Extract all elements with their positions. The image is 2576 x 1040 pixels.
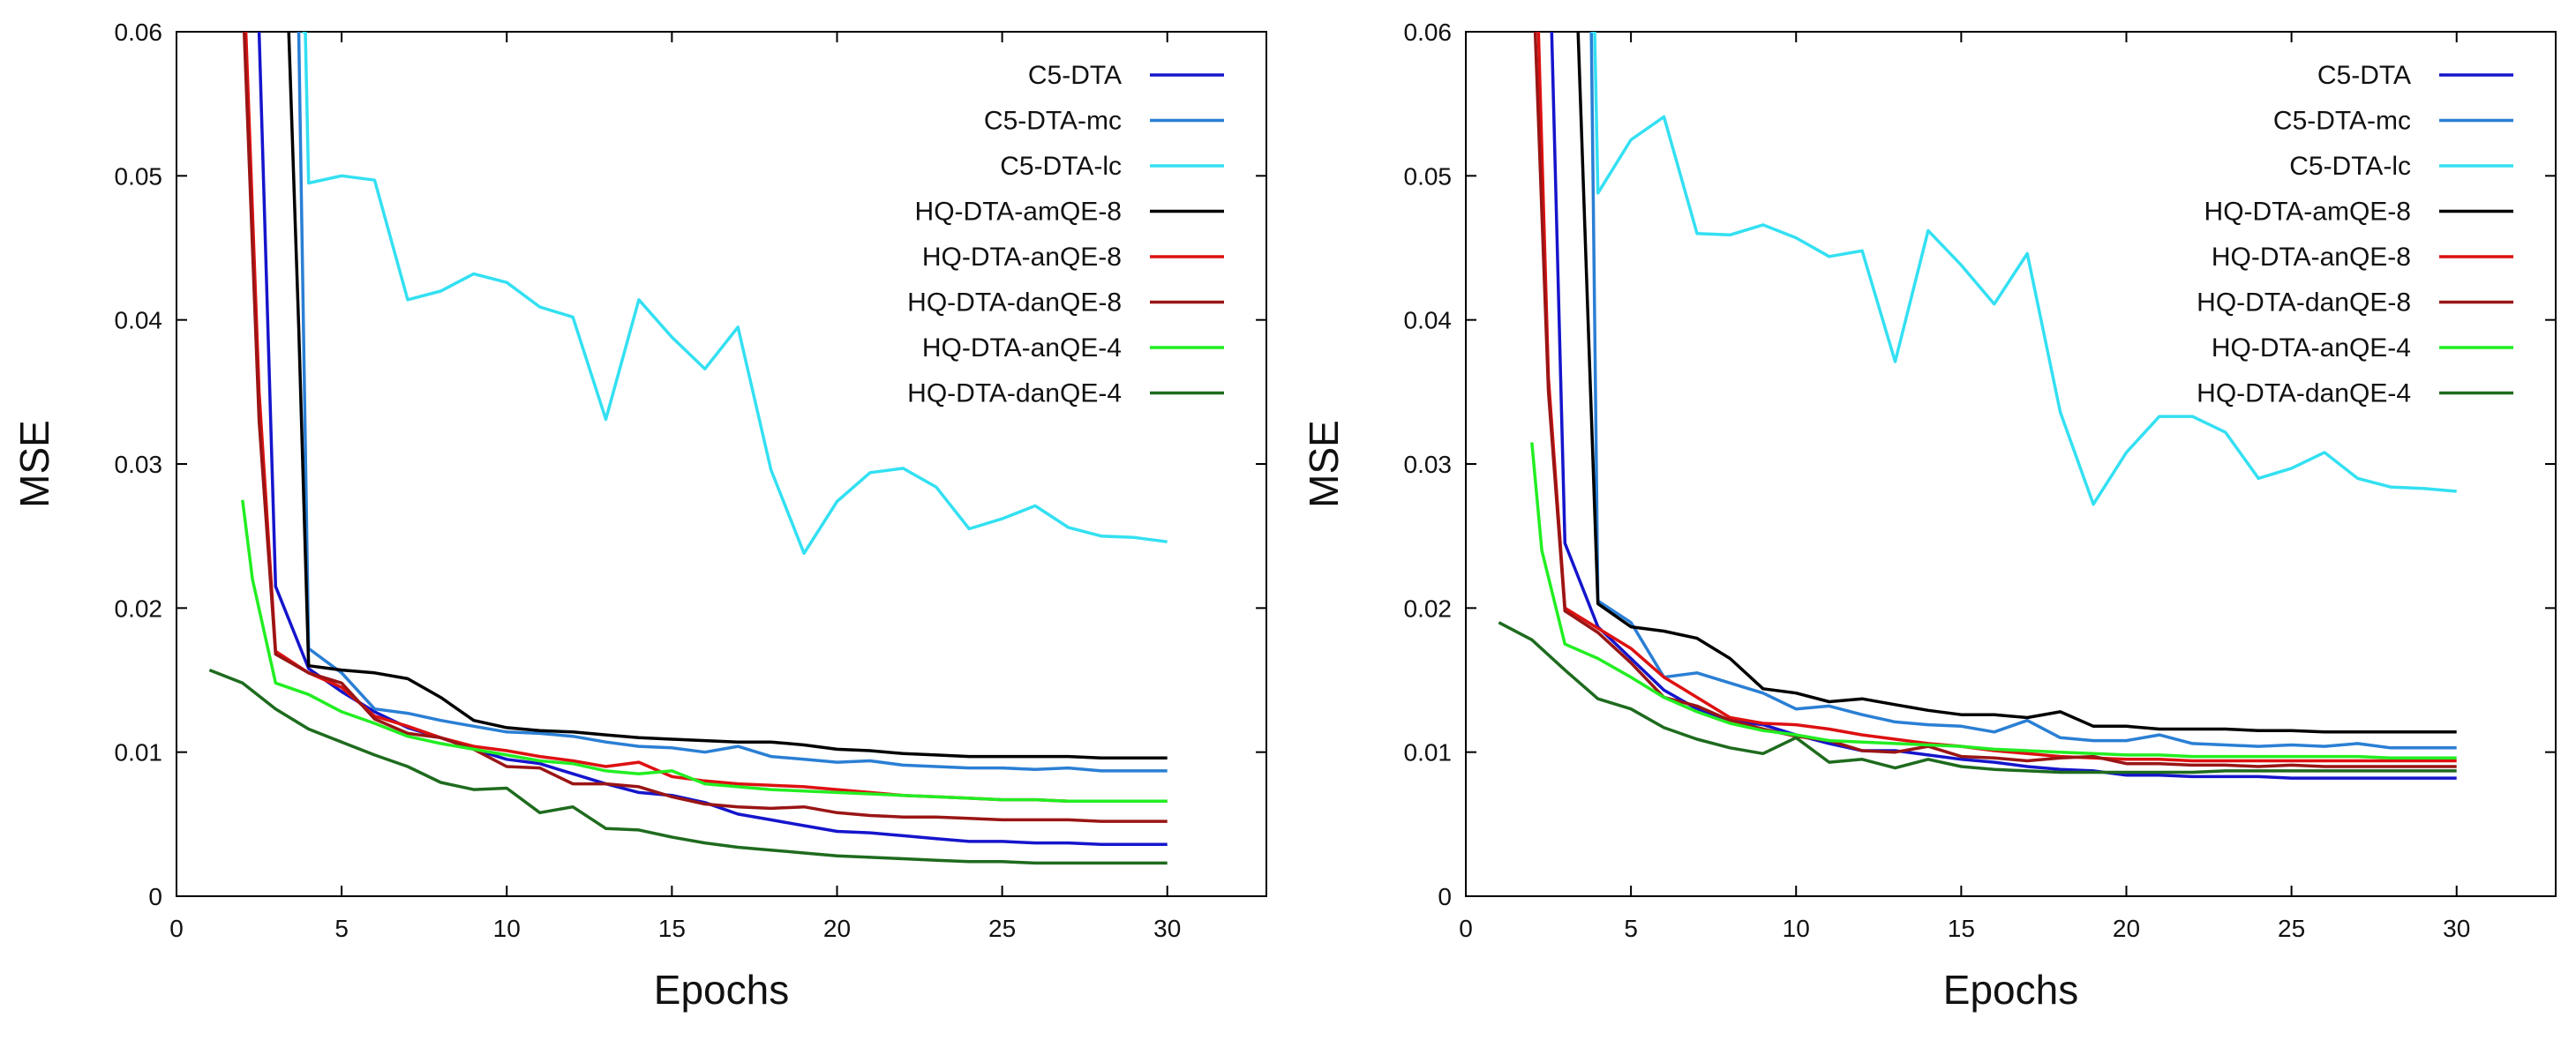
y-tick-label: 0.05 <box>1404 162 1453 190</box>
chart-panel-2: 0 5 10 15 20 25 30 0 0.01 0.02 0.03 0.04 0.05 0.06 Epo… <box>1301 19 2557 1013</box>
y-tick-label: 0.03 <box>1404 451 1453 478</box>
x-axis-title: Epochs <box>654 967 789 1013</box>
x-tick-label: 0 <box>1459 915 1473 942</box>
x-tick-label: 25 <box>2278 915 2305 942</box>
legend-label: C5-DTA <box>2317 61 2411 90</box>
series-line-HQ-DTA-amQE-8 <box>287 32 1168 759</box>
legend: C5-DTA C5-DTA-mc C5-DTA-lc HQ-DTA-amQE-8 HQ-… <box>907 61 1224 408</box>
series-group <box>1498 32 2457 780</box>
legend-label: HQ-DTA-amQE-8 <box>915 198 1122 227</box>
chart-panel-1: 0 5 10 15 20 25 30 0 0.01 0.02 0.03 0.04 0.05 0.06 Epo… <box>11 19 1267 1013</box>
x-tick-label: 25 <box>988 915 1016 942</box>
y-tick-label: 0 <box>148 883 162 910</box>
x-tick-label: 5 <box>334 915 349 942</box>
y-axis-title: MSE <box>11 420 57 508</box>
x-tick-label: 10 <box>493 915 521 942</box>
y-tick-label: 0.04 <box>115 307 163 334</box>
x-tick-label: 5 <box>1624 915 1638 942</box>
series-line-HQ-DTA-anQE-4 <box>1530 442 2457 759</box>
legend-label: HQ-DTA-anQE-8 <box>922 243 1122 272</box>
series-line-HQ-DTA-anQE-4 <box>241 499 1168 803</box>
x-tick-label: 20 <box>2113 915 2140 942</box>
x-tick-label: 20 <box>823 915 851 942</box>
legend-label: C5-DTA <box>1028 61 1122 90</box>
series-line-HQ-DTA-danQE-4 <box>208 668 1168 865</box>
legend-label: HQ-DTA-danQE-8 <box>907 288 1122 318</box>
x-tick-label: 30 <box>2443 915 2470 942</box>
y-tick-label: 0.01 <box>115 739 163 767</box>
series-line-C5-DTA-lc <box>1591 32 2457 506</box>
legend-label: HQ-DTA-anQE-4 <box>922 333 1122 363</box>
x-tick-label: 15 <box>658 915 686 942</box>
series-line-HQ-DTA-anQE-8 <box>244 32 1168 803</box>
series-line-C5-DTA-lc <box>302 32 1168 556</box>
legend-label: C5-DTA-mc <box>984 107 1122 136</box>
y-tick-label: 0.03 <box>115 451 163 478</box>
series-line-HQ-DTA-danQE-8 <box>1533 32 2457 768</box>
series-line-C5-DTA-mc <box>297 32 1168 773</box>
legend-label: C5-DTA-lc <box>1000 152 1122 181</box>
y-tick-label: 0.04 <box>1404 307 1453 334</box>
x-tick-label: 15 <box>1948 915 1975 942</box>
legend-label: HQ-DTA-amQE-8 <box>2204 198 2411 227</box>
legend-label: HQ-DTA-anQE-4 <box>2212 333 2411 363</box>
y-tick-label: 0.05 <box>115 162 163 190</box>
legend-label: C5-DTA-lc <box>2289 152 2411 181</box>
y-tick-label: 0.06 <box>1404 19 1453 46</box>
legend-label: HQ-DTA-danQE-4 <box>907 379 1122 408</box>
x-tick-label: 10 <box>1783 915 1810 942</box>
legend-label: HQ-DTA-danQE-4 <box>2197 379 2411 408</box>
series-group <box>208 32 1168 865</box>
y-tick-label: 0.01 <box>1404 739 1453 767</box>
legend-label: C5-DTA-mc <box>2273 107 2411 136</box>
legend-label: HQ-DTA-anQE-8 <box>2212 243 2411 272</box>
x-tick-label: 0 <box>169 915 184 942</box>
series-line-HQ-DTA-amQE-8 <box>1576 32 2457 734</box>
series-line-HQ-DTA-danQE-8 <box>242 32 1168 823</box>
y-axis-title: MSE <box>1301 420 1347 508</box>
series-line-HQ-DTA-danQE-4 <box>1498 621 2457 774</box>
y-tick-label: 0.02 <box>115 595 163 622</box>
x-axis-title: Epochs <box>1943 967 2078 1013</box>
y-tick-label: 0.06 <box>115 19 163 46</box>
legend-label: HQ-DTA-danQE-8 <box>2197 288 2411 318</box>
series-line-C5-DTA-mc <box>1589 32 2457 750</box>
y-tick-label: 0.02 <box>1404 595 1453 622</box>
y-tick-label: 0 <box>1438 883 1452 910</box>
legend: C5-DTA C5-DTA-mc C5-DTA-lc HQ-DTA-amQE-8 HQ-… <box>2197 61 2513 408</box>
x-tick-label: 30 <box>1153 915 1181 942</box>
